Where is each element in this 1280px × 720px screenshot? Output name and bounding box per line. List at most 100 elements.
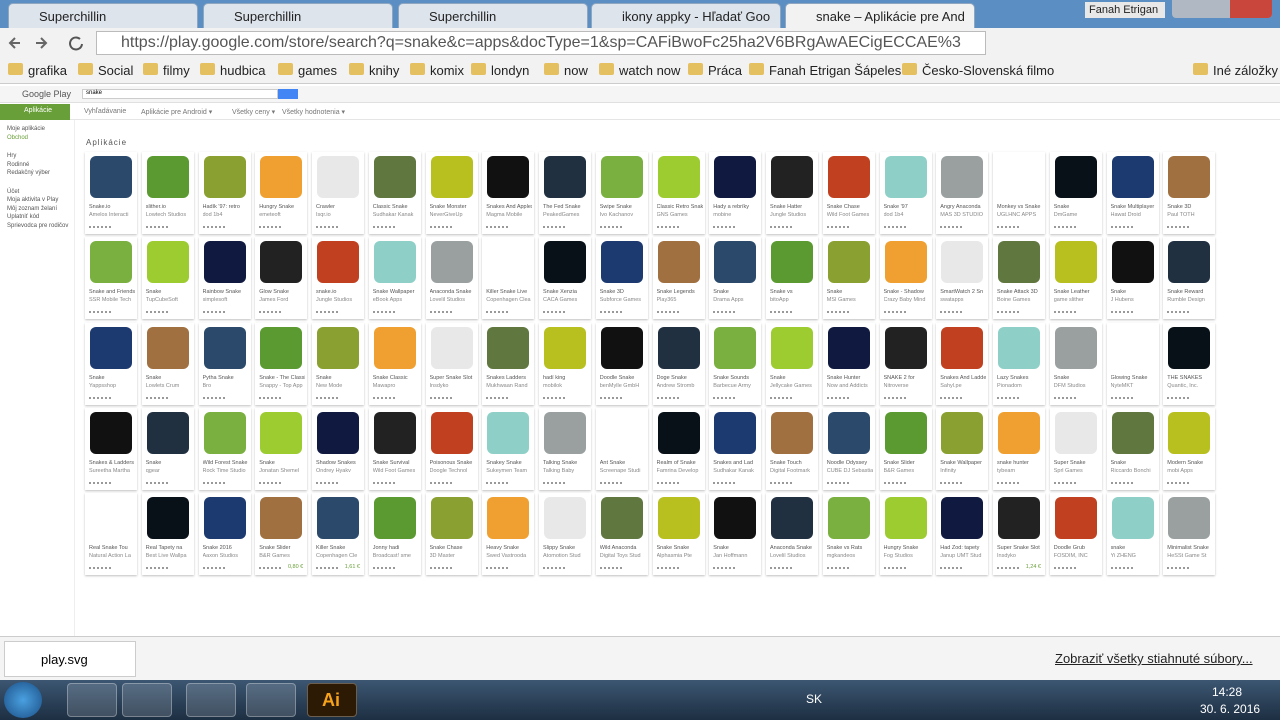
app-card[interactable]: Rainbow Snake simplesoft (198, 237, 251, 320)
app-developer[interactable]: MAS 3D STUDIO (940, 212, 984, 218)
app-developer[interactable]: Bro (202, 382, 212, 389)
app-developer[interactable]: New Mode (316, 382, 343, 389)
app-title[interactable]: Realm of Snake (656, 459, 696, 466)
app-developer[interactable]: Insdyko (429, 382, 449, 389)
tab[interactable]: Superchillin (8, 3, 198, 28)
app-card[interactable]: Talking Snake Talking Baby (539, 407, 591, 490)
app-developer[interactable]: Sprl Games (1053, 467, 1083, 474)
search-button[interactable] (278, 89, 298, 99)
app-card[interactable]: Killer Snake Copenhagen Cle 1,61 € (312, 493, 364, 576)
app-title[interactable]: Classic Snake (372, 204, 408, 210)
app-card[interactable]: Ant Snake Screenape Studi (595, 407, 648, 490)
app-title[interactable]: THE SNAKES (1167, 374, 1203, 381)
app-developer[interactable]: Now and Addicts (826, 382, 868, 389)
app-developer[interactable]: Play365 (656, 297, 677, 304)
app-developer[interactable]: UGLHNC APPS (997, 212, 1037, 218)
app-title[interactable]: Snake (1110, 459, 1127, 466)
bookmark[interactable]: hudbica (200, 63, 266, 78)
app-card[interactable]: Snake 3D Subforce Games (595, 237, 648, 320)
app-title[interactable]: Snake Leather (1053, 289, 1090, 296)
app-card[interactable]: Classic Snake Sudhakar Kanak (368, 152, 421, 234)
app-developer[interactable]: B&R Games (259, 553, 290, 560)
app-card[interactable]: Snake Multiplayer Hawat Droid (1106, 152, 1159, 234)
app-card[interactable]: Snakes and Lad Sudhakar Kanak (709, 407, 762, 490)
app-card[interactable]: Snake Hatter Jungle Studios (766, 152, 818, 234)
app-title[interactable]: Snake Wallpaper (940, 459, 982, 466)
app-developer[interactable]: qgear (145, 467, 160, 474)
app-card[interactable]: Snake Snake Alphasmia Pte (652, 493, 705, 576)
app-title[interactable]: Hungry Snake (259, 204, 295, 210)
app-card[interactable]: Snake Touch Digital Footmark (766, 407, 818, 490)
app-title[interactable]: Killer Snake (316, 545, 346, 552)
app-title[interactable]: Wild Forest Snake (202, 459, 248, 466)
app-developer[interactable]: Natural Action La (89, 553, 131, 560)
app-card[interactable]: Wild Anaconda Digital Toys Stud (595, 493, 648, 576)
app-card[interactable]: Snakes And Ladders Sahyl.pe (936, 322, 989, 405)
app-card[interactable]: Modern Snake mobi Apps (1163, 407, 1216, 490)
app-title[interactable]: Snake (89, 374, 105, 381)
app-developer[interactable]: TupCubeSoft (145, 297, 178, 304)
app-title[interactable]: Killer Snake Live (486, 289, 528, 296)
app-card[interactable]: Snake Riccardo Bonchi (1106, 407, 1159, 490)
nav-active[interactable]: Aplikácie (0, 104, 70, 120)
app-card[interactable]: Snake Wallpaper eBook Apps (368, 237, 421, 320)
app-developer[interactable]: Isqr.io (316, 212, 331, 218)
app-card[interactable]: Minimalist Snake HeSSt Game St (1163, 493, 1216, 576)
app-card[interactable]: Snake TupCubeSoft (141, 237, 194, 320)
app-card[interactable]: Heavy Snake Swed Vastrooda (482, 493, 535, 576)
app-card[interactable]: Snake Drama Apps (709, 237, 762, 320)
app-developer[interactable]: game slither (1053, 297, 1084, 304)
bookmark[interactable]: Social (78, 63, 133, 78)
app-card[interactable]: Snake Yappsshop (85, 322, 137, 405)
app-developer[interactable]: B&R Games (883, 467, 915, 474)
app-title[interactable]: Snake - Shadow (883, 289, 924, 296)
app-title[interactable]: Snake 3D (599, 289, 624, 296)
category-link[interactable]: Redakčný výber (7, 170, 51, 176)
app-card[interactable]: Snake Jellycake Games (766, 322, 818, 405)
app-title[interactable]: Snake Sounds (713, 374, 750, 381)
app-title[interactable]: Slippy Snake (543, 545, 576, 552)
app-title[interactable]: Snakes Ladders (486, 374, 526, 381)
app-title[interactable]: Shadow Snakes (316, 459, 356, 466)
app-title[interactable]: Snake (713, 289, 729, 296)
app-title[interactable]: Heavy Snake (486, 545, 519, 552)
app-developer[interactable]: Ondrey Hyakv (316, 467, 351, 474)
app-developer[interactable]: mobi Apps (1167, 467, 1193, 474)
app-card[interactable]: SmartWatch 2 Sn swatapps (936, 237, 989, 320)
app-title[interactable]: Snake (713, 545, 729, 552)
app-developer[interactable]: Crazy Baby Mind (883, 297, 926, 304)
app-title[interactable]: Real Snake Tou (89, 545, 128, 552)
app-developer[interactable]: Lowlets Crum (145, 382, 180, 389)
app-title[interactable]: snake (1110, 545, 1126, 552)
app-title[interactable]: Snake Attack 3D (997, 289, 1038, 296)
app-title[interactable]: Snake (145, 374, 162, 381)
app-card[interactable]: Doodle Snake benMylle GmbH (595, 322, 648, 405)
app-developer[interactable]: Digital Toys Stud (599, 553, 641, 560)
app-title[interactable]: Snake (1053, 374, 1070, 381)
app-developer[interactable]: eBook Apps (372, 297, 403, 304)
tab[interactable]: Superchillin (203, 3, 393, 28)
app-developer[interactable]: NyteMKT (1110, 382, 1134, 389)
app-title[interactable]: Snakes And Ladders (940, 374, 987, 381)
app-title[interactable]: Super Snake Slot (429, 374, 473, 381)
app-card[interactable]: Snake DmGame (1049, 152, 1102, 234)
app-card[interactable]: Anaconda Snake Lovelil Studios (766, 493, 818, 576)
app-developer[interactable]: HeSSt Game St (1167, 553, 1207, 560)
app-title[interactable]: snake.io (316, 289, 337, 296)
app-developer[interactable]: NeverGiveUp (429, 212, 463, 218)
app-card[interactable]: Shadow Snakes Ondrey Hyakv (312, 407, 364, 490)
app-card[interactable]: THE SNAKES Quantic, Inc. (1163, 322, 1216, 405)
taskbar-app[interactable]: Ai (307, 683, 357, 717)
app-card[interactable]: Killer Snake Live Copenhagen Clea (482, 237, 535, 320)
app-card[interactable]: Snakes Ladders Mukhwaan Rand (482, 322, 535, 405)
app-title[interactable]: Minimalist Snake (1167, 545, 1209, 552)
app-title[interactable]: snake hunter (997, 459, 1029, 466)
app-title[interactable]: Snake vs (770, 289, 793, 296)
app-developer[interactable]: Famrina Develop (656, 467, 699, 474)
app-card[interactable]: Hungry Snake emeteoft (255, 152, 308, 234)
app-card[interactable]: Snake Hunter Now and Addicts (822, 322, 875, 405)
app-developer[interactable]: DFM Studios (1053, 382, 1086, 389)
app-developer[interactable]: Boine Games (997, 297, 1031, 304)
app-card[interactable]: Snake Chase Wild Foot Games (822, 152, 875, 234)
app-developer[interactable]: Jungle Studios (770, 212, 807, 218)
